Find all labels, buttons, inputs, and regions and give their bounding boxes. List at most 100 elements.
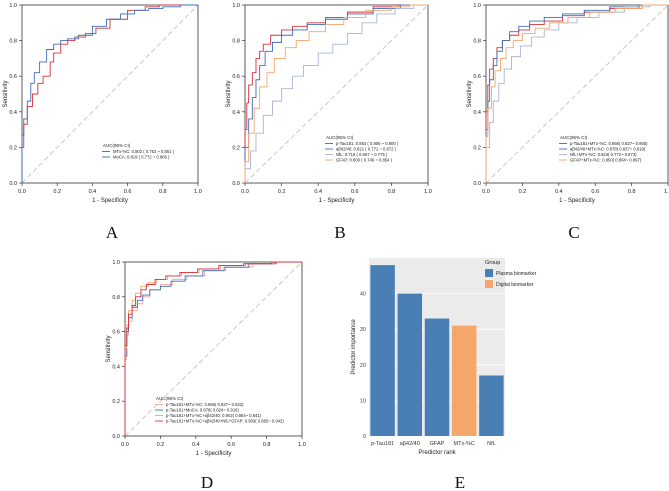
y-tick-label: 0.2 (9, 145, 17, 151)
y-tick-label: 0.6 (232, 74, 240, 80)
x-tick-label: 0.4 (555, 189, 563, 195)
legend-entry: MoCA: 0.819 ( 0.772 ~ 0.866 ) (113, 155, 170, 160)
bar-p-Tau181 (370, 265, 395, 436)
y-tick-label: 0.4 (9, 110, 17, 116)
roc-panel-B: 0.0 0.2 0.4 0.6 0.8 1.0 0.0 0.2 0.4 0.6 0.8 1.0 1 - … (226, 3, 432, 204)
x-tick-label: 0.6 (591, 189, 599, 195)
legend-swatch (485, 269, 493, 277)
legend-title: AUC(95% CI) (103, 143, 131, 148)
y-tick-label: 1.0 (9, 3, 17, 9)
y-tick-label: 0.4 (473, 110, 481, 116)
legend: AUC(95% CI)p-Tau181: 0.853 ( 0.806 ~ 0.9… (325, 135, 399, 163)
x-tick-label: 0.0 (482, 189, 490, 195)
panel-label-B: B (334, 223, 345, 242)
x-tick-label: 0.0 (18, 189, 26, 195)
y-axis-label: Predictor importance (351, 319, 357, 375)
legend-entry: NfL+MTx-%C: 0.823( 0.772~ 0.873) (570, 152, 637, 157)
x-tick-label: 0.2 (519, 189, 527, 195)
legend-title: AUC(95% CI) (326, 135, 354, 140)
legend-entry: Digital biomarker (496, 282, 534, 288)
x-axis-label: 1 - Specificity (319, 198, 355, 204)
legend-entry: aβ42/40: 0.821 ( 0.771 ~ 0.872 ) (336, 147, 397, 152)
legend: AUC(95% CI)p-Tau181+MTx-%C: 0.866( 0.827… (559, 135, 648, 163)
legend-entry: GFAP+MTx-%C: 0.850( 0.804~ 0.897) (570, 158, 642, 163)
x-tick-label: 0.4 (314, 189, 322, 195)
y-tick-label: 10 (360, 398, 366, 404)
plot-frame (244, 4, 429, 184)
x-tick-label: 1.0 (424, 189, 432, 195)
x-tick-label: 0.2 (278, 189, 286, 195)
roc-curve-MTx-%C (21, 4, 198, 183)
roc-curve-GFAP+MTx-%C (485, 4, 668, 183)
x-tick-label: 0.4 (192, 442, 200, 448)
y-tick-label: 0.0 (9, 181, 17, 187)
y-tick-label: 40 (360, 292, 366, 298)
y-tick-label: 0.6 (9, 74, 17, 80)
bar-NfL (479, 375, 504, 436)
roc-curve-p-Tau181 (244, 4, 428, 183)
x-tick-label: NfL (487, 441, 496, 447)
panel-label-E: E (455, 473, 465, 491)
legend-entry: MTx-%C: 0.802 ( 0.753 ~ 0.851 ) (113, 149, 175, 154)
y-tick-label: 1.0 (112, 260, 120, 266)
y-tick-label: 0.8 (112, 295, 120, 301)
x-tick-label: MTx-%C (454, 441, 475, 447)
y-axis-label: Sensitivity (467, 80, 473, 107)
x-tick-label: 0.2 (53, 189, 61, 195)
x-tick-label: 1.0 (194, 189, 202, 195)
y-tick-label: 0.6 (112, 330, 120, 336)
y-tick-label: 0.2 (232, 145, 240, 151)
bar-GFAP (424, 318, 450, 436)
legend-title: AUC(95% CI) (560, 135, 588, 140)
legend: AUC(95% CI)MTx-%C: 0.802 ( 0.753 ~ 0.851… (102, 143, 175, 160)
bar-MTx-%C (451, 325, 477, 436)
y-tick-label: 0.4 (232, 110, 240, 116)
x-tick-label: 0.4 (89, 189, 97, 195)
bar-aβ42/40 (397, 293, 423, 436)
x-tick-label: p-Tau181 (371, 441, 394, 447)
x-axis-label: 1 - Specificity (559, 198, 595, 204)
y-axis-label: Sensitivity (106, 335, 112, 362)
panel-label-C: C (568, 223, 579, 242)
y-tick-label: 0.4 (112, 364, 120, 370)
plot-frame (485, 4, 669, 184)
bar-panel-E: 0 10 20 30 40 p-Tau181 aβ42/40 GFAP MTx-%C NfL Pre… (351, 258, 537, 456)
y-tick-label: 0.6 (473, 74, 481, 80)
legend-entry: p-Tau181+MoCA: 0.876( 0.824~ 0.916) (166, 408, 239, 413)
legend-entry: Plasma biomarker (496, 271, 537, 277)
roc-curve-MoCA (21, 4, 198, 183)
y-tick-label: 0.8 (473, 39, 481, 45)
x-tick-label: 0.8 (388, 189, 396, 195)
x-tick-label: 1.0 (298, 442, 306, 448)
roc-panel-D: 0.0 0.2 0.4 0.6 0.8 1.0 0.0 0.2 0.4 0.6 0.8 1.0 1 - … (106, 260, 306, 457)
x-tick-label: 0.6 (124, 189, 132, 195)
legend-entry: NfL: 0.716 ( 0.657 ~ 0.775 ) (336, 152, 388, 157)
legend-entry: p-Tau181+MTx-%C: 0.866( 0.827~ 0.905) (570, 141, 648, 146)
x-tick-label: 0.8 (628, 189, 636, 195)
x-tick-label: 0.8 (159, 189, 167, 195)
y-tick-label: 0.2 (112, 399, 120, 405)
x-tick-label: 0.2 (157, 442, 165, 448)
legend-title: AUC(95% CI) (156, 396, 184, 401)
x-tick-label: 1.0 (664, 189, 669, 195)
plot-frame (21, 4, 199, 184)
roc-panel-C: 0.0 0.2 0.4 0.6 0.8 1.0 0.0 0.2 0.4 0.6 0.8 1.0 1 - … (467, 3, 669, 204)
y-tick-label: 0.0 (232, 181, 240, 187)
x-tick-label: 0.0 (121, 442, 129, 448)
x-tick-label: 0.0 (241, 189, 249, 195)
legend: Group Plasma biomarker Digital biomarker (485, 260, 537, 288)
y-tick-label: 0.8 (232, 39, 240, 45)
legend-entry: aβ42/40+MTx-%C: 0.878( 0.837~ 0.919) (570, 147, 646, 152)
legend: AUC(95% CI)p-Tau181+MTx-%C: 0.866( 0.827… (155, 396, 284, 424)
reference-diagonal (124, 261, 303, 437)
y-tick-label: 1.0 (473, 3, 481, 9)
reference-diagonal (244, 4, 429, 184)
legend-swatch (485, 280, 493, 288)
reference-diagonal (21, 4, 199, 184)
x-tick-label: aβ42/40 (400, 441, 420, 447)
y-tick-label: 0.0 (473, 181, 481, 187)
x-axis-label: 1 - Specificity (196, 451, 232, 457)
y-tick-label: 20 (360, 363, 366, 369)
panel-label-D: D (201, 473, 213, 491)
legend-entry: p-Tau181+MTx-%C: 0.866( 0.827~ 0.923) (166, 402, 244, 407)
